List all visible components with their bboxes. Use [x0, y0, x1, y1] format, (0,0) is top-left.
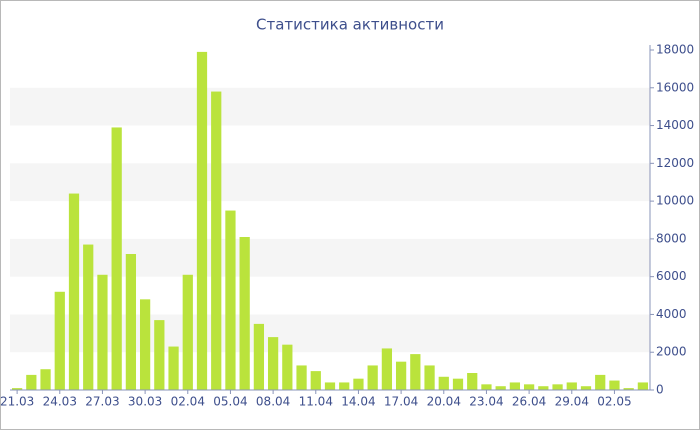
y-tick-label: 8000 [656, 231, 687, 245]
x-tick-label: 27.03 [85, 395, 119, 409]
bar [424, 365, 435, 390]
bar [239, 237, 250, 390]
y-tick-label: 12000 [656, 156, 694, 170]
y-tick-label: 6000 [656, 269, 687, 283]
bar [410, 354, 421, 390]
bar [125, 254, 137, 390]
x-tick-label: 21.03 [0, 395, 34, 409]
x-tick-label: 02.05 [597, 395, 631, 409]
bar [381, 348, 393, 390]
bar [111, 127, 122, 390]
y-tick-label: 4000 [656, 307, 687, 321]
y-tick-label: 18000 [656, 43, 694, 57]
bar [296, 365, 307, 390]
bar [367, 365, 378, 390]
bar [168, 346, 179, 390]
bar [83, 244, 94, 390]
chart-title: Статистика активности [256, 16, 444, 34]
x-tick-label: 02.04 [171, 395, 205, 409]
bar [395, 361, 407, 390]
bar [97, 274, 108, 390]
bar [452, 378, 464, 390]
y-tick-label: 2000 [656, 345, 687, 359]
bar [609, 380, 620, 390]
bar [481, 384, 492, 390]
x-tick-label: 30.03 [128, 395, 162, 409]
bar [509, 382, 521, 390]
bar [68, 193, 80, 390]
grid-band [10, 238, 650, 277]
x-tick-label: 08.04 [256, 395, 290, 409]
x-tick-label: 05.04 [213, 395, 247, 409]
x-tick-label: 14.04 [341, 395, 375, 409]
x-tick-label: 17.04 [384, 395, 418, 409]
bar [139, 299, 151, 390]
bar [495, 386, 506, 390]
x-tick-label: 26.04 [512, 395, 546, 409]
y-tick-label: 14000 [656, 118, 694, 132]
y-tick-label: 10000 [656, 194, 694, 208]
bar [211, 91, 222, 391]
bar [253, 323, 265, 390]
bar [196, 51, 208, 391]
x-tick-label: 11.04 [299, 395, 333, 409]
bar [523, 384, 535, 390]
bar [225, 210, 236, 390]
bar [353, 378, 364, 390]
x-tick-label: 24.03 [43, 395, 77, 409]
bar [154, 320, 165, 390]
bar [40, 369, 51, 390]
grid-band [10, 163, 650, 202]
bar [11, 388, 23, 390]
bar [324, 382, 336, 390]
bar [267, 337, 279, 390]
bar [26, 374, 37, 390]
bar [54, 291, 65, 390]
bar [566, 382, 577, 390]
bar [438, 376, 449, 390]
bar [282, 344, 293, 390]
bar [339, 382, 350, 390]
bar [623, 388, 634, 390]
bar [637, 382, 649, 390]
y-tick-label: 0 [656, 383, 664, 397]
bar [182, 274, 193, 390]
bar [580, 386, 592, 390]
bar [467, 373, 478, 390]
bar [552, 384, 563, 390]
y-tick-label: 16000 [656, 80, 694, 94]
grid-band [10, 87, 650, 126]
bar [595, 374, 606, 390]
bar [310, 371, 321, 390]
x-tick-label: 29.04 [555, 395, 589, 409]
x-tick-label: 20.04 [427, 395, 461, 409]
x-tick-label: 23.04 [469, 395, 503, 409]
bar [538, 386, 549, 390]
